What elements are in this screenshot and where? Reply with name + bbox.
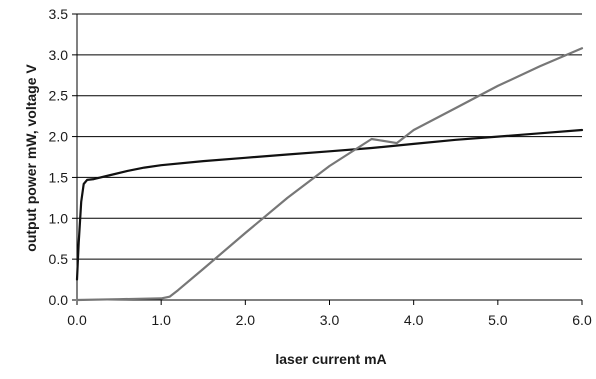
x-tick-label: 6.0: [572, 312, 592, 328]
x-tick-label: 5.0: [488, 312, 508, 328]
y-tick-label: 0.5: [49, 251, 69, 267]
x-tick-label: 3.0: [320, 312, 340, 328]
series-line-1: [75, 128, 584, 281]
x-tick-label: 4.0: [404, 312, 424, 328]
series-line-2: [75, 47, 584, 302]
x-tick-label: 2.0: [236, 312, 256, 328]
tick-labels: 0.0 0.5 1.0 1.5 2.0 2.5 3.0 3.5 0.0 1.0 2.0 3.0 4.0 5…: [49, 6, 592, 328]
series-lines: [75, 47, 584, 302]
y-tick-label: 3.5: [49, 6, 69, 22]
x-axis-title: laser current mA: [275, 351, 386, 367]
y-tick-label: 1.0: [49, 210, 69, 226]
gridlines: [77, 13, 582, 301]
y-tick-label: 3.0: [49, 47, 69, 63]
x-tick-label: 0.0: [67, 312, 87, 328]
x-tick-label: 1.0: [151, 312, 171, 328]
axes: [72, 13, 583, 305]
y-tick-label: 2.0: [49, 129, 69, 145]
y-axis-title: output power mW, voltage V: [23, 64, 39, 252]
y-tick-label: 0.0: [49, 292, 69, 308]
y-tick-label: 1.5: [49, 169, 69, 185]
y-tick-label: 2.5: [49, 88, 69, 104]
